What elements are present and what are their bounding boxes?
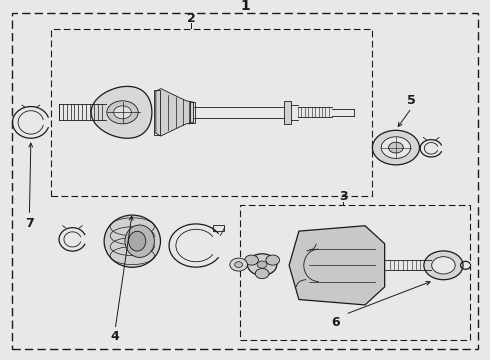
Polygon shape — [289, 226, 385, 305]
Bar — [190, 102, 195, 123]
Circle shape — [389, 142, 403, 153]
Ellipse shape — [128, 231, 146, 251]
Text: 2: 2 — [187, 12, 196, 24]
Polygon shape — [91, 86, 152, 138]
Circle shape — [266, 255, 280, 265]
Circle shape — [255, 269, 269, 279]
Circle shape — [114, 106, 131, 119]
Circle shape — [230, 258, 247, 271]
Bar — [213, 225, 224, 231]
Circle shape — [432, 257, 455, 274]
Circle shape — [107, 101, 138, 124]
Circle shape — [257, 261, 267, 268]
Ellipse shape — [104, 215, 161, 267]
Circle shape — [247, 254, 277, 275]
Bar — [154, 90, 160, 135]
Text: 1: 1 — [240, 0, 250, 13]
Bar — [51, 29, 372, 196]
Circle shape — [381, 137, 411, 158]
Bar — [240, 205, 470, 340]
Polygon shape — [156, 89, 194, 136]
Text: 3: 3 — [339, 190, 347, 203]
Circle shape — [372, 130, 419, 165]
Text: 7: 7 — [25, 217, 34, 230]
Text: 5: 5 — [407, 94, 416, 107]
Text: 4: 4 — [111, 330, 120, 343]
Text: 6: 6 — [331, 316, 340, 329]
Bar — [284, 101, 291, 124]
Circle shape — [235, 262, 243, 267]
Circle shape — [424, 251, 463, 280]
Circle shape — [245, 255, 258, 265]
Ellipse shape — [125, 225, 154, 257]
